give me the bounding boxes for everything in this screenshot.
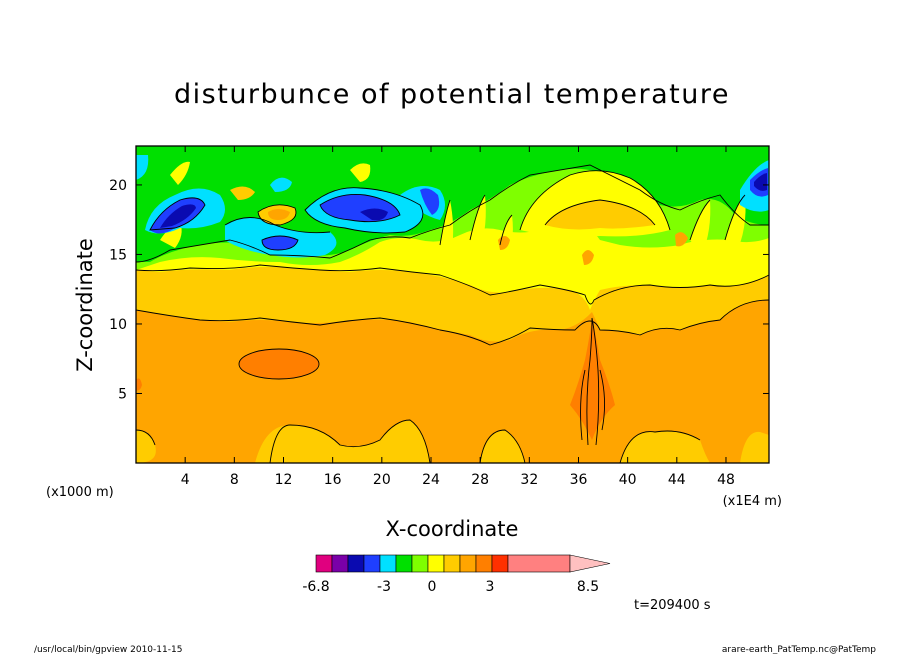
- field-warm-spots: [230, 186, 688, 265]
- x-tick-label: 48: [717, 472, 735, 488]
- x-tick-label: 32: [520, 472, 538, 488]
- field-warm-core: [239, 349, 319, 379]
- colorbar-cell: [395, 554, 413, 573]
- colorbar-tick-label: -6.8: [302, 579, 329, 595]
- chart-title: disturbunce of potential temperature: [174, 79, 730, 110]
- y-tick-label: 10: [109, 317, 127, 333]
- x-tick-label: 20: [373, 472, 391, 488]
- field-band: [740, 431, 769, 463]
- colorbar-cell: [507, 554, 571, 573]
- colorbar-cell: [363, 554, 381, 573]
- colorbar-cell: [331, 554, 349, 573]
- y-tick-label: 20: [109, 178, 127, 194]
- colorbar-cell: [443, 554, 461, 573]
- colorbar-arrow: [569, 554, 611, 573]
- x-tick-label: 36: [570, 472, 588, 488]
- footer-right: arare-earth_PatTemp.nc@PatTemp: [722, 645, 876, 654]
- field-blue: [150, 168, 768, 250]
- colorbar-tick-label: 3: [486, 579, 495, 595]
- colorbar-cell: [475, 554, 493, 573]
- colorbar-tick-label: 0: [428, 579, 437, 595]
- field-band: [255, 420, 430, 463]
- footer-left: /usr/local/bin/gpview 2010-11-15: [34, 645, 182, 654]
- time-label: t=209400 s: [634, 598, 711, 613]
- colorbar-cell: [411, 554, 429, 573]
- colorbar-tick-label: -3: [377, 579, 391, 595]
- colorbar-ticks: -6.8 -3 0 3 8.5: [302, 579, 599, 595]
- colorbar-cell: [427, 554, 445, 573]
- colorbar-cell: [347, 554, 365, 573]
- x-unit-label: (x1000 m): [46, 485, 114, 500]
- y-tick-label: 5: [118, 386, 127, 402]
- colorbar-cell: [315, 554, 333, 573]
- field-band: [545, 200, 655, 230]
- colorbar-tick-label: 8.5: [577, 579, 599, 595]
- contour-field: [136, 146, 769, 463]
- x-axis: 4 8 12 16 20 24 28 32 36 40 44 48: [181, 146, 735, 488]
- y-tick-label: 15: [109, 247, 127, 263]
- field-warm-core: [570, 318, 615, 440]
- x-tick-label: 28: [471, 472, 489, 488]
- x-scale-note: (x1E4 m): [723, 494, 782, 509]
- x-tick-label: 44: [668, 472, 686, 488]
- x-tick-label: 8: [230, 472, 239, 488]
- x-axis-label: X-coordinate: [386, 517, 519, 541]
- x-tick-label: 40: [619, 472, 637, 488]
- field-warm-core: [136, 378, 142, 391]
- x-tick-label: 12: [275, 472, 293, 488]
- colorbar-cell: [491, 554, 509, 573]
- contour-lines: [136, 164, 769, 463]
- y-axis: 5 10 15 20: [109, 178, 769, 402]
- colorbar-cell: [459, 554, 477, 573]
- colorbar-cell: [379, 554, 397, 573]
- plot-frame: [135, 145, 770, 464]
- colorbar: [315, 554, 611, 573]
- y-axis-label: Z-coordinate: [73, 238, 97, 372]
- x-tick-label: 16: [324, 472, 342, 488]
- x-tick-label: 24: [422, 472, 440, 488]
- field-band: [136, 430, 156, 463]
- field-band: [620, 431, 710, 463]
- x-tick-label: 4: [181, 472, 190, 488]
